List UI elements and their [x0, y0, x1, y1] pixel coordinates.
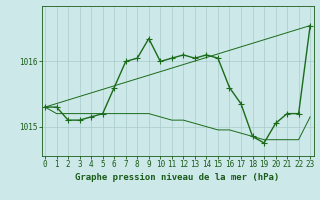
- X-axis label: Graphe pression niveau de la mer (hPa): Graphe pression niveau de la mer (hPa): [76, 173, 280, 182]
